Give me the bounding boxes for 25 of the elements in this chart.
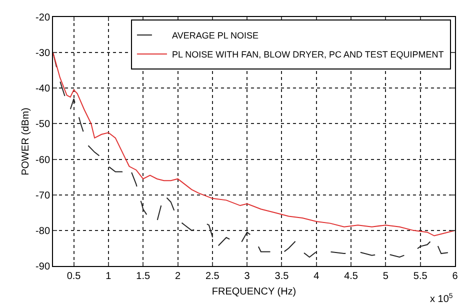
text: x 10$^{5}$ — [430, 293, 453, 306]
x-tick-label: 1 — [106, 271, 112, 282]
y-tick-label: -70 — [36, 190, 50, 202]
y-tick-label: -30 — [36, 48, 50, 60]
x-tick-label: 1.5 — [136, 271, 150, 282]
x-tick-label: 3 — [244, 271, 250, 282]
x-tick-label: 5 — [382, 271, 389, 282]
y-tick-label: -40 — [36, 84, 50, 95]
x-axis-title: FREQUENCY (Hz) — [212, 286, 296, 298]
x-tick-label: 5.5 — [413, 271, 428, 282]
y-tick-label: -90 — [36, 262, 50, 272]
legend-label: PL NOISE WITH FAN, BLOW DRYER, PC AND TEST EQUIPMENT — [172, 50, 444, 60]
y-tick-label: -80 — [36, 226, 50, 237]
y-tick-label: -50 — [36, 119, 50, 130]
x-tick-label: 3.5 — [274, 271, 290, 282]
legend-label: AVERAGE PL NOISE — [172, 30, 259, 40]
y-tick-label: -60 — [36, 154, 50, 166]
x-tick-label: 6 — [452, 271, 458, 282]
x-tick-label: 4 — [314, 271, 320, 282]
x-tick-label: 0.5 — [66, 271, 82, 282]
x-tick-label: 2 — [174, 271, 181, 282]
x-tick-label: 2.5 — [205, 271, 220, 282]
y-tick-label: -20 — [36, 12, 50, 24]
x-tick-label: 4.5 — [344, 271, 358, 282]
y-axis-title: POWER (dBm) — [20, 108, 32, 176]
